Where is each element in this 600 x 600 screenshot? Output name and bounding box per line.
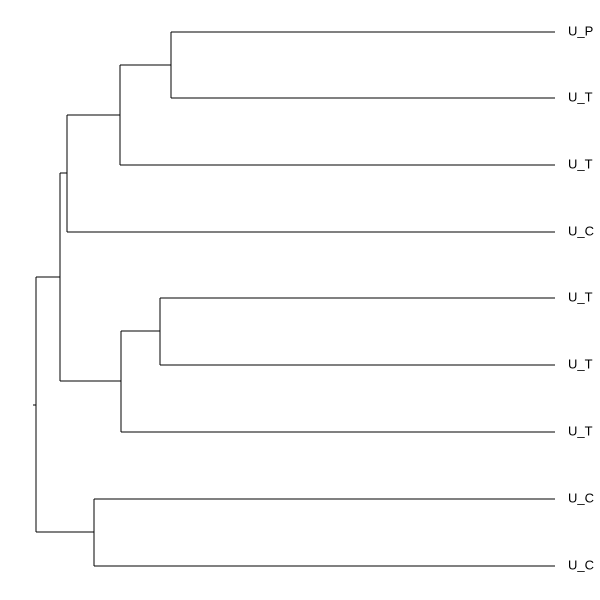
leaf-label: U_T xyxy=(568,423,593,438)
leaf-label: U_C xyxy=(568,490,594,505)
tree-branches xyxy=(33,31,555,567)
leaf-labels: U_P U_T U_T U_C U_T U_T U_T U_C U_C xyxy=(568,23,594,572)
leaf-label: U_P xyxy=(568,23,593,38)
leaf-label: U_T xyxy=(568,156,593,171)
leaf-label: U_T xyxy=(568,356,593,371)
leaf-label: U_C xyxy=(568,557,594,572)
leaf-label: U_T xyxy=(568,89,593,104)
leaf-label: U_T xyxy=(568,289,593,304)
leaf-label: U_C xyxy=(568,223,594,238)
